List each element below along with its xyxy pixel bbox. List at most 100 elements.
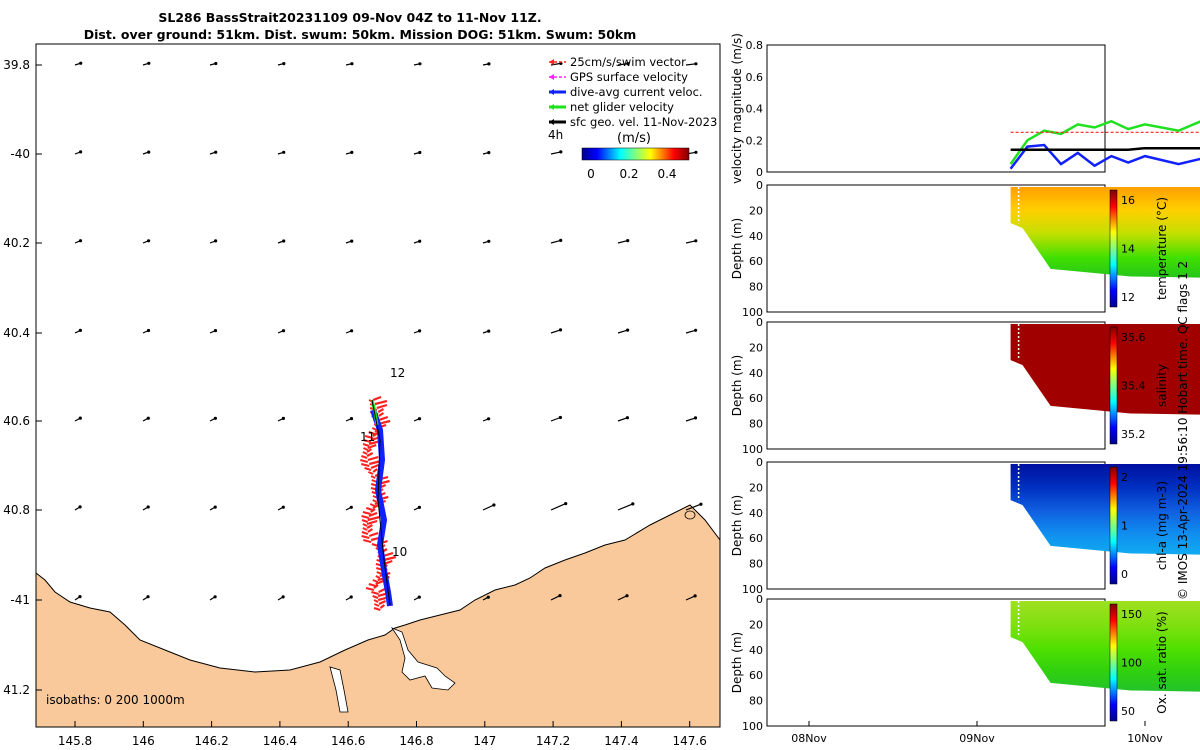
vector-head <box>694 150 698 154</box>
vector-head <box>350 329 354 333</box>
temperature-panel-ylabel: Depth (m) <box>730 218 744 279</box>
lon-tick-label: 146.2 <box>194 734 228 748</box>
vector-head <box>146 595 150 599</box>
lat-tick-label: 40.2 <box>3 236 30 250</box>
lat-tick-label: 41.2 <box>3 683 30 697</box>
swim-vector <box>372 504 380 509</box>
vector-head <box>214 150 218 154</box>
vector-head <box>559 150 563 154</box>
vector-head <box>78 328 82 332</box>
time-tick-label: 09Nov <box>959 732 995 745</box>
vector-head <box>625 416 630 420</box>
swim-vector <box>361 519 369 523</box>
vector-head <box>487 329 491 333</box>
temperature-colorbar-tick: 14 <box>1121 243 1135 256</box>
swim-vector <box>378 588 386 593</box>
lat-tick-label: 40.8 <box>3 503 30 517</box>
lon-tick-label: 147 <box>473 734 496 748</box>
vector-head <box>281 416 285 420</box>
swim-vector <box>373 599 379 603</box>
swim-vector <box>361 455 368 459</box>
swim-vector <box>383 555 397 562</box>
depth-tick-label: 60 <box>749 255 763 268</box>
vector-head <box>626 239 630 243</box>
colorbar-tick-label: 0 <box>587 167 595 181</box>
salinity-colorbar-tick: 35.4 <box>1121 380 1146 393</box>
legend-label: net glider velocity <box>570 100 674 114</box>
lat-tick-label: 39.8 <box>3 58 30 72</box>
colorbar-tick-label: 0.4 <box>657 167 676 181</box>
chla-colorbar-tick: 1 <box>1121 520 1128 533</box>
vector-head <box>694 328 698 332</box>
swim-vector <box>376 403 388 410</box>
swim-vector <box>372 395 382 402</box>
lon-tick-label: 146 <box>132 734 155 748</box>
velocity-tick-label: 0.2 <box>746 134 764 147</box>
chla-colorbar-label: chl-a (mg m-3) <box>1155 481 1169 570</box>
vector-head <box>418 62 422 66</box>
temperature-colorbar-tick: 12 <box>1121 291 1135 304</box>
vector-head <box>694 62 698 66</box>
velocity-vector <box>617 417 628 422</box>
vector-head <box>147 150 151 154</box>
depth-tick-label: 80 <box>749 281 763 294</box>
depth-tick-label: 80 <box>749 558 763 571</box>
swim-vector <box>373 584 379 589</box>
vector-head <box>418 150 422 155</box>
colorbar-label: (m/s) <box>617 131 651 146</box>
temperature-colorbar-tick: 16 <box>1121 194 1135 207</box>
legend-arrow <box>549 89 554 95</box>
chla-colorbar-tick: 2 <box>1121 471 1128 484</box>
oxygen-colorbar-tick: 100 <box>1121 657 1142 670</box>
lon-tick-label: 145.8 <box>58 734 92 748</box>
vector-head <box>558 594 562 598</box>
swim-vector <box>361 535 370 539</box>
depth-tick-label: 40 <box>749 507 763 520</box>
swim-vector <box>368 471 374 475</box>
depth-tick-label: 40 <box>749 644 763 657</box>
vector-head <box>282 239 286 243</box>
day-label: 11 <box>360 430 375 444</box>
legend-label: 25cm/s/swim vector <box>570 55 686 69</box>
vector-head <box>282 62 286 66</box>
salinity-colorbar-tick: 35.2 <box>1121 428 1146 441</box>
depth-tick-label: 80 <box>749 418 763 431</box>
oxygen-colorbar-tick: 150 <box>1121 608 1142 621</box>
swim-vector <box>364 435 374 439</box>
velocity-vector <box>550 329 561 334</box>
vector-head <box>214 61 218 66</box>
lon-tick-label: 146.4 <box>263 734 297 748</box>
swim-vector <box>373 607 381 611</box>
swim-vector <box>364 467 372 471</box>
swim-vector <box>378 412 384 417</box>
swim-vector <box>368 431 376 435</box>
day-label: 10 <box>392 545 407 559</box>
vector-head <box>350 239 354 243</box>
dive-avg-current-track <box>370 409 393 607</box>
vector-head <box>349 505 353 509</box>
vector-head <box>79 150 83 154</box>
vector-head <box>213 505 217 509</box>
vector-head <box>350 150 354 154</box>
vector-head <box>78 595 82 599</box>
velocity-vector <box>685 595 696 601</box>
vector-head <box>147 61 151 65</box>
swim-vector <box>378 415 389 422</box>
swim-vector <box>361 531 369 535</box>
vector-head <box>350 62 354 66</box>
swim-vector <box>372 468 378 473</box>
legend-label: GPS surface velocity <box>570 70 688 84</box>
swim-vector <box>370 508 376 513</box>
vector-head <box>487 151 491 155</box>
vector-head <box>147 239 151 243</box>
chla-section <box>1010 464 1200 555</box>
swim-vector <box>365 507 374 511</box>
vector-head <box>214 239 218 243</box>
depth-tick-label: 100 <box>742 720 763 733</box>
vector-head <box>418 329 422 333</box>
vector-head <box>626 62 630 66</box>
oxygen-panel-ylabel: Depth (m) <box>730 632 744 693</box>
vector-head <box>146 505 150 509</box>
swim-vector <box>370 475 376 479</box>
